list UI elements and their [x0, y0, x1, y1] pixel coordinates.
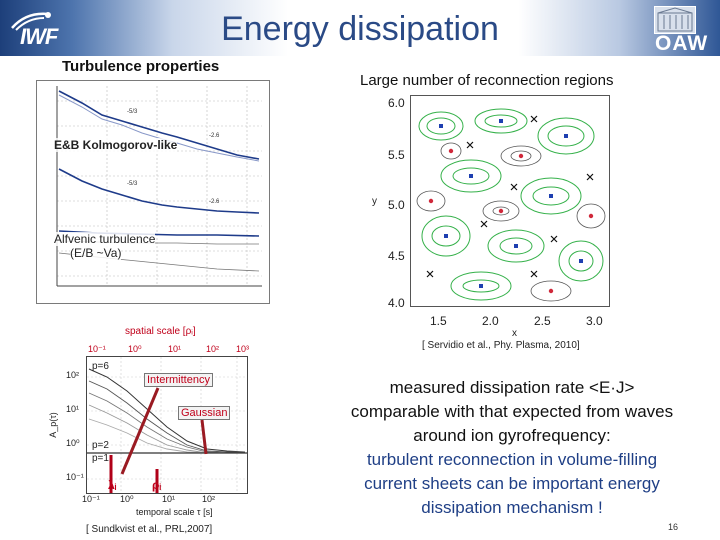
lambda-label: λᵢ	[108, 478, 117, 492]
bottom-tick: 10⁰	[120, 494, 134, 504]
map-y-tick: 4.5	[388, 249, 405, 263]
map-x-tick: 3.0	[586, 314, 603, 328]
top-tick: 10³	[236, 344, 250, 354]
curve-label-p6: p=6	[92, 361, 109, 372]
slope-label: -5/3	[127, 109, 138, 115]
top-tick: 10⁰	[128, 344, 142, 354]
map-x-tick: 2.0	[482, 314, 499, 328]
slope-label: -5/3	[127, 181, 138, 187]
conclusion-text: measured dissipation rate <E·J> comparab…	[312, 376, 712, 520]
iwf-logo-text: IWF	[20, 24, 58, 49]
right-subtitle: Large number of reconnection regions	[360, 72, 614, 89]
map-x-label: x	[512, 328, 517, 339]
iwf-logo-icon	[11, 12, 51, 31]
servidio-citation: [ Servidio et al., Phy. Plasma, 2010]	[422, 340, 580, 351]
spatial-scale-label: spatial scale [ρᵢ]	[125, 326, 196, 337]
intermittency-annotation: Intermittency	[144, 373, 213, 387]
alfvenic-label-line2: (E/B ~Va)	[70, 246, 122, 260]
spectra-plot: -5/3 -2.6 -5/3 -2.6	[36, 80, 270, 304]
slope-label: -2.6	[209, 199, 220, 205]
bottom-tick: 10⁻¹	[82, 494, 100, 504]
curve-label-p1: p=1	[92, 453, 109, 464]
left-subtitle: Turbulence properties	[62, 58, 220, 75]
y-tick: 10¹	[66, 404, 80, 414]
body-line-highlight: current sheets can be important energy	[364, 474, 660, 493]
map-x-tick: 1.5	[430, 314, 447, 328]
header-bar: IWF Energy dissipation OAW	[0, 0, 720, 56]
reconnection-map	[410, 95, 610, 307]
kolmogorov-label: E&B Kolmogorov-like	[54, 138, 178, 152]
gaussian-annotation: Gaussian	[178, 406, 231, 420]
map-x-tick: 2.5	[534, 314, 551, 328]
gaussian-arrow	[200, 419, 208, 455]
intermittency-arrow	[120, 387, 160, 475]
page-title: Energy dissipation	[221, 10, 499, 48]
body-line-highlight: dissipation mechanism !	[421, 498, 603, 517]
top-tick: 10²	[206, 344, 220, 354]
rho-label: ρᵢ	[152, 478, 162, 492]
map-y-tick: 4.0	[388, 296, 405, 310]
y-tick: 10²	[66, 370, 80, 380]
alfvenic-label-line1: Alfvenic turbulence	[54, 232, 156, 246]
y-tick: 10⁰	[66, 438, 80, 448]
slope-label: -2.6	[209, 133, 220, 139]
body-line: around ion gyrofrequency:	[413, 426, 611, 445]
curve-label-p2: p=2	[92, 440, 109, 451]
body-line: measured dissipation rate <E·J>	[389, 378, 635, 397]
oaw-logo-text: OAW	[655, 32, 709, 55]
oaw-building-icon	[654, 6, 696, 34]
sundkvist-citation: [ Sundkvist et al., PRL,2007]	[86, 524, 213, 535]
page-number: 16	[668, 522, 679, 532]
body-line-highlight: turbulent reconnection in volume-filling	[366, 450, 658, 469]
top-tick: 10¹	[168, 344, 182, 354]
bottom-tick: 10²	[202, 494, 216, 504]
map-y-tick: 6.0	[388, 96, 405, 110]
y-axis-label: A_p(τ)	[47, 412, 58, 438]
map-y-tick: 5.5	[388, 148, 405, 162]
body-line: comparable with that expected from waves	[350, 402, 674, 421]
map-y-label: y	[372, 196, 377, 207]
temporal-scale-label: temporal scale τ [s]	[136, 507, 213, 517]
bottom-tick: 10¹	[162, 494, 176, 504]
map-y-tick: 5.0	[388, 198, 405, 212]
top-tick: 10⁻¹	[88, 344, 106, 354]
y-tick: 10⁻¹	[66, 472, 84, 482]
